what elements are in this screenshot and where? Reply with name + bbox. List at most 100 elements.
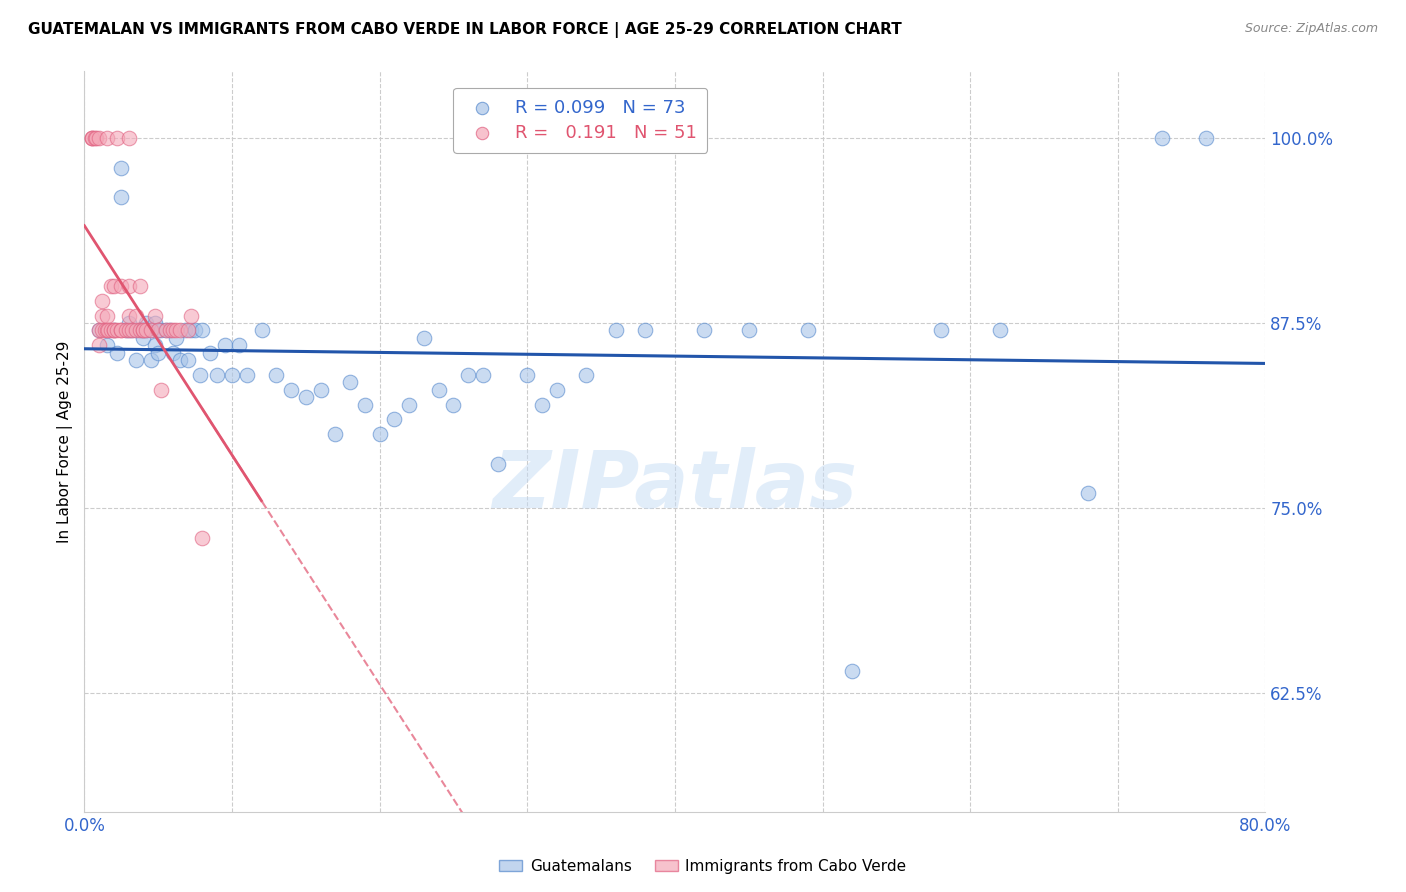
- Point: [198, 345, 221, 359]
- Point: [118, 131, 141, 145]
- Point: [295, 390, 318, 404]
- Point: [84, 131, 107, 145]
- Point: [605, 324, 627, 338]
- Point: [83, 131, 105, 145]
- Point: [94, 324, 117, 338]
- Point: [929, 324, 952, 338]
- Point: [139, 324, 162, 338]
- Point: [80, 131, 103, 145]
- Point: [121, 324, 143, 338]
- Point: [118, 309, 141, 323]
- Point: [250, 324, 273, 338]
- Point: [143, 316, 166, 330]
- Point: [165, 331, 187, 345]
- Point: [162, 324, 184, 338]
- Point: [135, 324, 157, 338]
- Point: [169, 353, 191, 368]
- Point: [162, 345, 184, 359]
- Point: [155, 324, 177, 338]
- Point: [114, 324, 136, 338]
- Point: [368, 427, 391, 442]
- Point: [96, 338, 118, 352]
- Point: [184, 324, 207, 338]
- Point: [486, 457, 509, 471]
- Point: [180, 309, 202, 323]
- Point: [457, 368, 479, 382]
- Point: [280, 383, 302, 397]
- Point: [354, 398, 377, 412]
- Point: [118, 316, 141, 330]
- Point: [165, 324, 187, 338]
- Point: [398, 398, 420, 412]
- Point: [191, 324, 214, 338]
- Point: [575, 368, 598, 382]
- Point: [413, 331, 436, 345]
- Point: [80, 131, 103, 145]
- Point: [132, 324, 155, 338]
- Point: [132, 331, 155, 345]
- Point: [129, 324, 152, 338]
- Point: [125, 309, 148, 323]
- Point: [159, 324, 181, 338]
- Point: [118, 324, 141, 338]
- Point: [91, 309, 114, 323]
- Point: [114, 324, 136, 338]
- Point: [110, 190, 132, 204]
- Point: [177, 353, 200, 368]
- Point: [97, 324, 120, 338]
- Point: [110, 279, 132, 293]
- Point: [169, 324, 191, 338]
- Point: [309, 383, 332, 397]
- Point: [118, 279, 141, 293]
- Point: [738, 324, 761, 338]
- Point: [110, 324, 132, 338]
- Point: [80, 131, 103, 145]
- Point: [1150, 131, 1173, 145]
- Point: [87, 131, 111, 145]
- Point: [531, 398, 554, 412]
- Point: [148, 345, 170, 359]
- Point: [100, 324, 122, 338]
- Legend: Guatemalans, Immigrants from Cabo Verde: Guatemalans, Immigrants from Cabo Verde: [494, 853, 912, 880]
- Text: GUATEMALAN VS IMMIGRANTS FROM CABO VERDE IN LABOR FORCE | AGE 25-29 CORRELATION : GUATEMALAN VS IMMIGRANTS FROM CABO VERDE…: [28, 22, 901, 38]
- Point: [121, 324, 143, 338]
- Point: [546, 383, 568, 397]
- Point: [207, 368, 229, 382]
- Point: [516, 368, 538, 382]
- Point: [214, 338, 236, 352]
- Point: [236, 368, 259, 382]
- Point: [266, 368, 288, 382]
- Point: [110, 161, 132, 175]
- Point: [1195, 131, 1218, 145]
- Point: [173, 324, 195, 338]
- Point: [221, 368, 243, 382]
- Point: [129, 324, 152, 338]
- Text: ZIPatlas: ZIPatlas: [492, 447, 858, 525]
- Point: [129, 279, 152, 293]
- Point: [103, 279, 125, 293]
- Point: [125, 324, 148, 338]
- Point: [135, 324, 157, 338]
- Point: [100, 279, 122, 293]
- Point: [180, 324, 202, 338]
- Point: [325, 427, 347, 442]
- Point: [91, 293, 114, 308]
- Point: [150, 324, 173, 338]
- Point: [96, 324, 118, 338]
- Point: [443, 398, 465, 412]
- Point: [103, 324, 125, 338]
- Point: [110, 324, 132, 338]
- Point: [159, 324, 181, 338]
- Point: [96, 131, 118, 145]
- Point: [135, 316, 157, 330]
- Point: [91, 324, 114, 338]
- Point: [139, 324, 162, 338]
- Point: [87, 324, 111, 338]
- Point: [139, 353, 162, 368]
- Point: [87, 324, 111, 338]
- Point: [132, 324, 155, 338]
- Y-axis label: In Labor Force | Age 25-29: In Labor Force | Age 25-29: [58, 341, 73, 542]
- Legend: R = 0.099   N = 73, R =   0.191   N = 51: R = 0.099 N = 73, R = 0.191 N = 51: [453, 87, 707, 153]
- Point: [148, 324, 170, 338]
- Point: [105, 345, 128, 359]
